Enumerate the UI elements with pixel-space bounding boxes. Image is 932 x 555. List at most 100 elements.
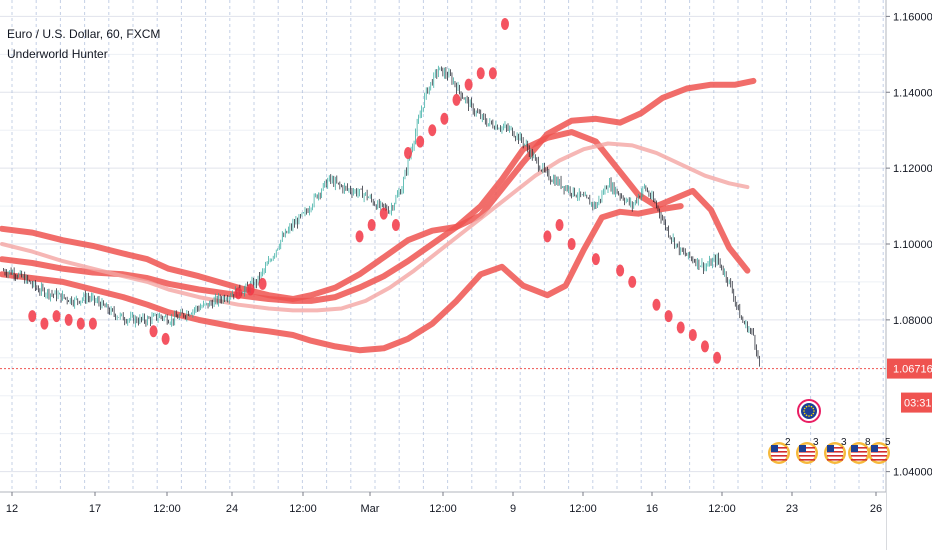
us-flag-icon[interactable]: 2	[768, 437, 791, 464]
us-flag-icon[interactable]: 3	[796, 437, 819, 464]
time-tick-label: 12:00	[708, 503, 736, 515]
us-stripe	[827, 451, 843, 453]
price-tick-label: 1.14000	[893, 87, 932, 99]
event-count: 5	[885, 437, 891, 448]
symbol-title: Euro / U.S. Dollar, 60, FXCM	[7, 27, 161, 41]
signal-dot	[258, 277, 267, 290]
time-tick-label: 9	[510, 503, 516, 515]
time-tick-label: 16	[646, 503, 658, 515]
signal-dot	[476, 67, 485, 80]
us-stripe	[771, 459, 787, 461]
signal-dot	[464, 78, 473, 91]
price-tick-label: 1.08000	[893, 315, 932, 327]
us-flag-icon[interactable]: 5	[868, 437, 891, 464]
signal-dots	[28, 17, 722, 364]
eu-flag-icon[interactable]	[797, 399, 821, 423]
price-tick-label: 1.04000	[893, 467, 932, 479]
indicator-bands	[0, 77, 757, 354]
last-price-tag	[887, 358, 932, 379]
price-axis-background	[886, 0, 932, 550]
eu-star	[808, 415, 810, 417]
signal-dot	[713, 351, 722, 364]
signal-dot	[367, 219, 376, 232]
time-tick-label: 12	[6, 503, 18, 515]
eu-star	[812, 407, 815, 410]
time-tick-label: 12:00	[289, 503, 317, 515]
signal-dot	[440, 112, 449, 125]
signal-dot	[428, 124, 437, 137]
signal-dot	[543, 230, 552, 243]
signal-dot	[664, 310, 673, 323]
us-stripe	[871, 451, 887, 453]
signal-dot	[488, 67, 497, 80]
eu-star	[805, 405, 808, 408]
us-stripe	[827, 459, 843, 461]
signal-dot	[404, 146, 413, 159]
signal-dot	[616, 264, 625, 277]
signal-dot	[64, 313, 73, 326]
eu-star	[813, 410, 815, 412]
signal-dot	[379, 207, 388, 220]
signal-dot	[52, 310, 61, 323]
us-stripe	[871, 459, 887, 461]
price-tick-label: 1.12000	[893, 163, 932, 175]
eu-star	[803, 410, 805, 412]
time-tick-label: 12:00	[429, 503, 457, 515]
time-tick-label: 12:00	[153, 503, 181, 515]
last-price-value: 1.06716	[893, 364, 932, 376]
us-flag-icon[interactable]: 3	[824, 437, 847, 464]
signal-dot	[149, 325, 158, 338]
event-markers: 2 3 3 8 5	[768, 399, 891, 464]
price-tick-label: 1.16000	[893, 11, 932, 23]
signal-dot	[591, 253, 600, 266]
event-count: 3	[813, 437, 819, 448]
event-count: 2	[785, 437, 791, 448]
band-series-2	[0, 203, 684, 354]
signal-dot	[688, 329, 697, 342]
signal-dot	[628, 275, 637, 288]
time-tick-label: 26	[870, 503, 882, 515]
us-stripe	[827, 455, 843, 457]
eu-star	[812, 412, 815, 415]
us-stripe	[799, 447, 815, 449]
us-flag-icon[interactable]: 8	[848, 437, 871, 464]
band-series-1	[0, 129, 751, 304]
time-tick-label: 12:00	[569, 503, 597, 515]
signal-dot	[355, 230, 364, 243]
indicator-name[interactable]: Underworld Hunter	[7, 47, 108, 61]
us-stripe	[827, 447, 843, 449]
signal-dot	[88, 317, 97, 330]
price-tick-label: 1.10000	[893, 239, 932, 251]
time-tick-label: Mar	[361, 503, 380, 515]
us-stripe	[771, 451, 787, 453]
band-series-0	[0, 77, 757, 302]
time-axis-background	[0, 492, 886, 550]
eu-star	[805, 414, 808, 417]
price-axis: 1.16000 1.14000 1.12000 1.10000 1.08000 1.040…	[885, 0, 932, 550]
signal-dot	[416, 135, 425, 148]
time-tick-label: 23	[786, 503, 798, 515]
us-canton	[871, 445, 878, 452]
us-stripe	[799, 451, 815, 453]
time-tick-label: 17	[89, 503, 101, 515]
signal-dot	[28, 310, 37, 323]
grid	[0, 0, 886, 492]
signal-dot	[555, 219, 564, 232]
signal-dot	[246, 283, 255, 296]
eu-star	[803, 407, 806, 410]
us-stripe	[771, 447, 787, 449]
us-canton	[771, 445, 778, 452]
signal-dot	[161, 332, 170, 345]
us-canton	[851, 445, 858, 452]
signal-dot	[652, 298, 661, 311]
signal-dot	[676, 321, 685, 334]
us-stripe	[851, 447, 867, 449]
band-series-3	[0, 141, 750, 313]
eu-star	[803, 412, 806, 415]
chart-legend: Euro / U.S. Dollar, 60, FXCM Underworld …	[7, 24, 160, 64]
signal-dot	[452, 93, 461, 106]
us-stripe	[871, 447, 887, 449]
signal-dot	[500, 17, 509, 30]
